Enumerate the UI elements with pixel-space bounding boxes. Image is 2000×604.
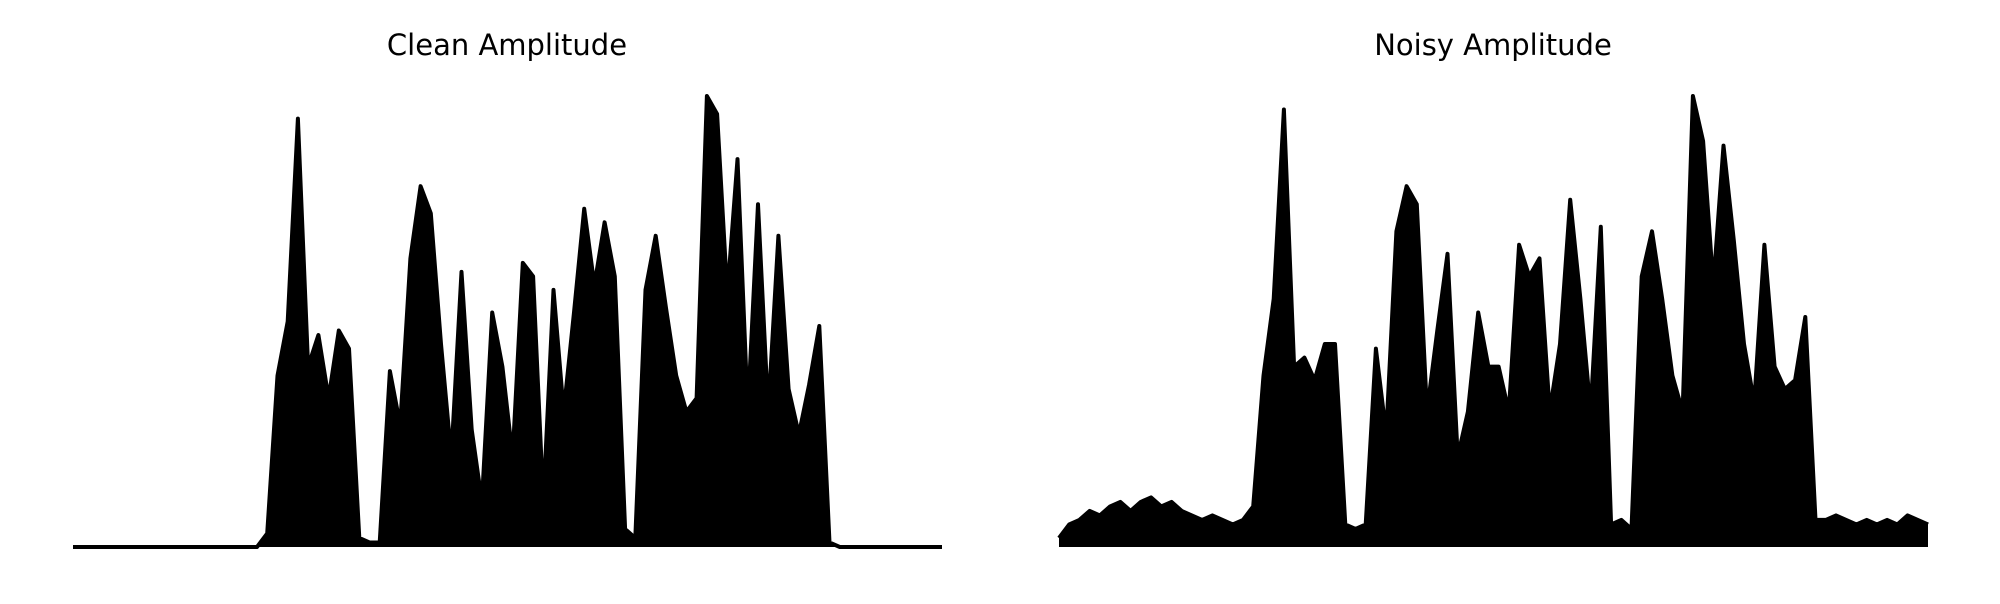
amplitude-area	[73, 96, 942, 547]
amplitude-line	[1057, 94, 1929, 540]
chart-title: Noisy Amplitude	[1374, 28, 1612, 62]
amplitude-area	[1059, 96, 1928, 547]
chart-title: Clean Amplitude	[387, 28, 627, 62]
amplitude-line	[73, 94, 942, 549]
